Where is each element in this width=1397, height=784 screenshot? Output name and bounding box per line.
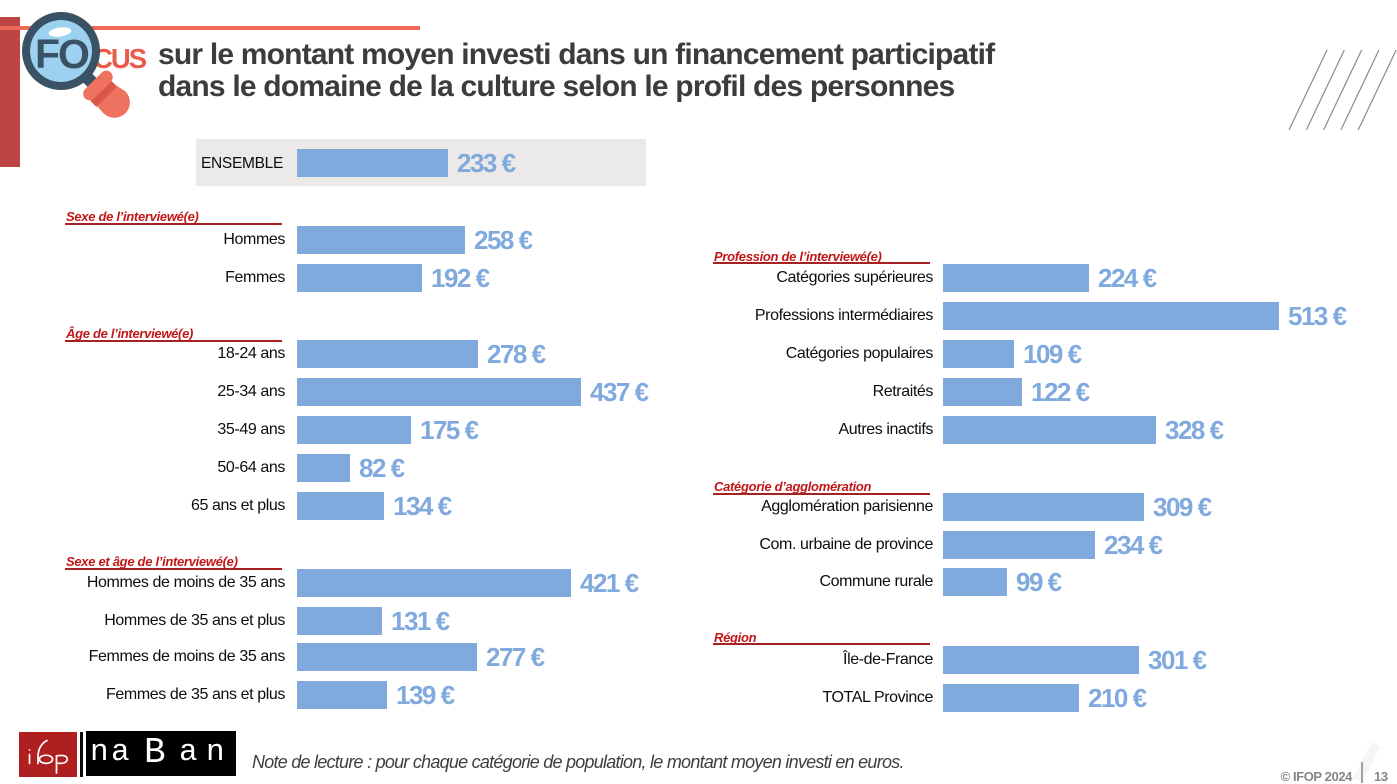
svg-text:CUS: CUS xyxy=(93,43,147,74)
svg-text:FO: FO xyxy=(35,31,89,77)
